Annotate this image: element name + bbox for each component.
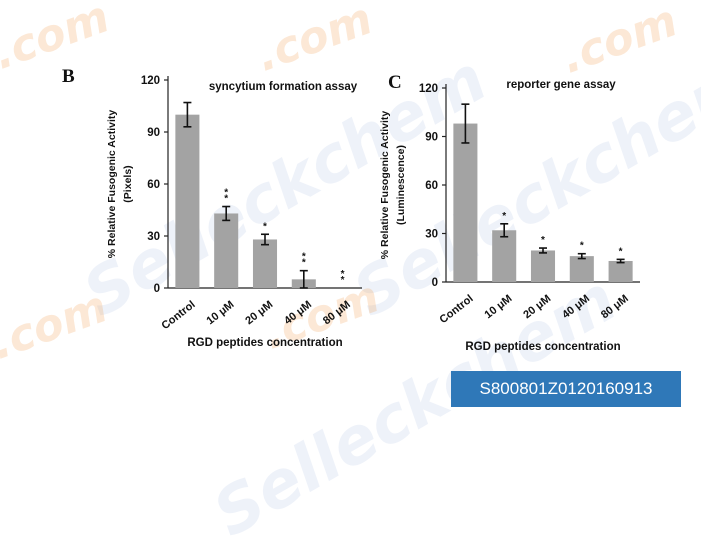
x-tick-label: 40 μM <box>282 299 314 328</box>
y-axis-label-unit: (Luminescence) <box>395 145 407 225</box>
y-axis-label: % Relative Fusogenic Activity <box>379 111 391 260</box>
x-tick-label: 10 μM <box>483 293 515 322</box>
y-tick-label: 90 <box>147 127 160 139</box>
y-tick-label: 0 <box>432 277 438 289</box>
significance-mark: * <box>541 235 545 246</box>
y-tick-label: 30 <box>425 229 438 241</box>
y-axis-label: % Relative Fusogenic Activity <box>106 110 118 259</box>
significance-mark: * <box>302 252 306 263</box>
y-tick-label: 90 <box>425 132 438 144</box>
x-tick-label: 80 μM <box>321 299 353 328</box>
y-tick-label: 120 <box>419 83 438 95</box>
catalog-number-badge: S800801Z0120160913 <box>451 371 681 407</box>
bar <box>530 250 556 282</box>
x-tick-label: 20 μM <box>243 299 275 328</box>
x-tick-label: 20 μM <box>521 293 553 322</box>
y-tick-label: 60 <box>425 180 438 192</box>
bar <box>492 230 517 282</box>
y-axis-label-unit: (Pixels) <box>122 165 134 202</box>
x-tick-label: 10 μM <box>205 299 237 328</box>
panel-label: B <box>62 66 75 87</box>
significance-mark: * <box>263 221 267 232</box>
significance-mark: * <box>224 194 228 205</box>
significance-mark: * <box>580 241 584 252</box>
significance-mark: * <box>341 269 345 280</box>
x-axis-label: RGD peptides concentration <box>465 341 620 353</box>
significance-mark: * <box>224 188 228 199</box>
chart-title: syncytium formation assay <box>209 81 358 93</box>
bar <box>569 256 594 282</box>
y-tick-label: 120 <box>141 75 160 87</box>
panel-label: C <box>388 72 402 93</box>
x-tick-label: Control <box>159 299 197 333</box>
chart-title: reporter gene assay <box>506 79 616 91</box>
significance-mark: * <box>341 275 345 286</box>
y-tick-label: 0 <box>154 283 160 295</box>
bar <box>252 239 278 288</box>
x-tick-label: Control <box>437 293 475 327</box>
significance-mark: * <box>619 246 623 257</box>
bar <box>175 114 200 289</box>
bar <box>453 123 478 282</box>
x-axis-label: RGD peptides concentration <box>187 337 342 349</box>
x-tick-label: 40 μM <box>560 293 592 322</box>
bar <box>214 213 239 288</box>
y-tick-label: 60 <box>147 179 160 191</box>
significance-mark: * <box>302 258 306 269</box>
x-tick-label: 80 μM <box>599 293 631 322</box>
bar <box>608 260 633 282</box>
significance-mark: * <box>502 211 506 222</box>
y-tick-label: 30 <box>147 231 160 243</box>
